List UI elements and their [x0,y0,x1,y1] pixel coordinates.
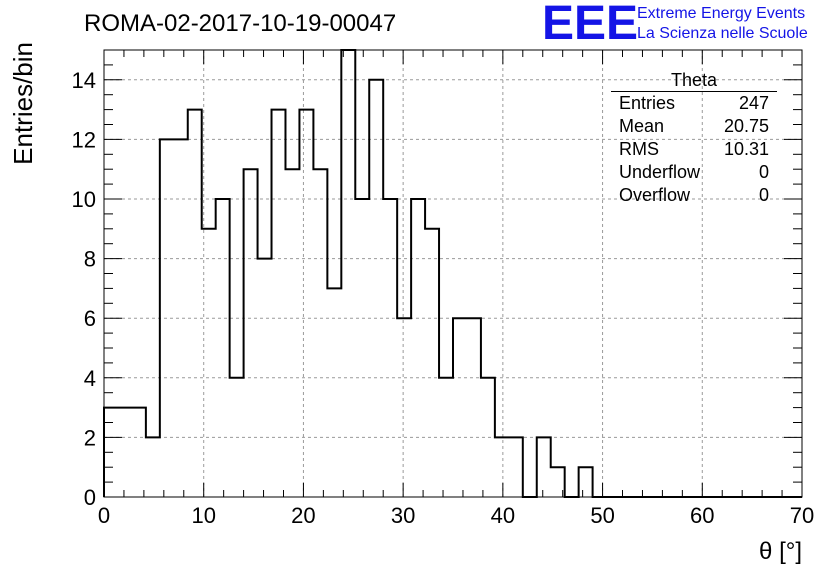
y-tick-label: 10 [72,187,96,212]
histogram-bin [285,169,299,497]
histogram-bin [355,199,369,497]
histogram-bin [439,378,453,497]
histogram-bin [132,408,146,497]
y-tick-label: 14 [72,68,96,93]
x-tick-label: 10 [191,503,215,528]
y-tick-label: 0 [84,485,96,510]
histogram-bin [118,408,132,497]
histogram-bin [160,139,174,497]
stats-row-underflow: Underflow 0 [611,161,777,184]
histogram-outline [103,49,802,498]
histogram-bin [244,169,258,497]
histogram-bin [495,437,509,497]
stats-label: Mean [619,116,665,136]
x-tick-label: 30 [391,503,415,528]
stats-label: RMS [619,139,659,159]
stats-row-entries: Entries 247 [611,92,777,115]
histogram-bin [481,378,495,497]
histogram-bin [397,318,411,497]
histogram-bin [383,199,397,497]
stats-label: Entries [619,93,676,113]
x-tick-label: 60 [690,503,714,528]
eee-logo-line2: La Scienza nelle Scuole [637,25,808,42]
eee-logo-line1: Extreme Energy Events [637,5,806,22]
stats-value: 0 [758,185,769,205]
x-tick-label: 50 [590,503,614,528]
y-tick-label: 6 [84,306,96,331]
stats-label: Overflow [619,185,691,205]
histogram-bin [146,437,160,497]
histogram-bin [537,437,551,497]
histogram-bin [369,80,383,497]
stats-value: 20.75 [723,116,769,136]
y-tick-label: 12 [72,127,96,152]
histogram-bin [467,318,481,497]
y-tick-label: 2 [84,425,96,450]
histogram-bin [104,408,118,497]
y-tick-label: 4 [84,366,96,391]
y-axis-label: Entries/bin [8,42,38,165]
histogram-bin [411,199,425,497]
histogram-bin [425,229,439,497]
stats-row-mean: Mean 20.75 [611,115,777,138]
stats-row-overflow: Overflow 0 [611,184,777,207]
y-tick-label: 8 [84,247,96,272]
histogram-bin [258,259,272,497]
histogram-bin [272,110,286,497]
x-tick-label: 20 [291,503,315,528]
histogram-bin [579,467,593,497]
histogram-bin [174,139,188,497]
histogram-bin [299,110,313,497]
stats-row-rms: RMS 10.31 [611,138,777,161]
x-tick-label: 0 [98,503,110,528]
histogram-bin [509,437,523,497]
histogram-bin [202,229,216,497]
histogram-bin [453,318,467,497]
stats-box: Theta Entries 247 Mean 20.75 RMS 10.31 U… [611,70,777,207]
histogram-bin [341,50,355,497]
histogram-bin [188,110,202,497]
x-tick-label: 70 [790,503,814,528]
histogram-bin [216,199,230,497]
histogram-bin [230,378,244,497]
stats-value: 0 [758,162,769,182]
stats-label: Underflow [619,162,701,182]
x-axis-label: θ [°] [759,538,802,565]
x-tick-label: 40 [491,503,515,528]
histogram-bin [327,288,341,497]
chart-title: ROMA-02-2017-10-19-00047 [84,10,397,37]
histogram-bin [313,169,327,497]
stats-title: Theta [611,70,777,92]
stats-value: 10.31 [723,139,769,159]
histogram-bin [551,467,565,497]
stats-value: 247 [738,93,769,113]
eee-logo: EEE [542,0,639,50]
